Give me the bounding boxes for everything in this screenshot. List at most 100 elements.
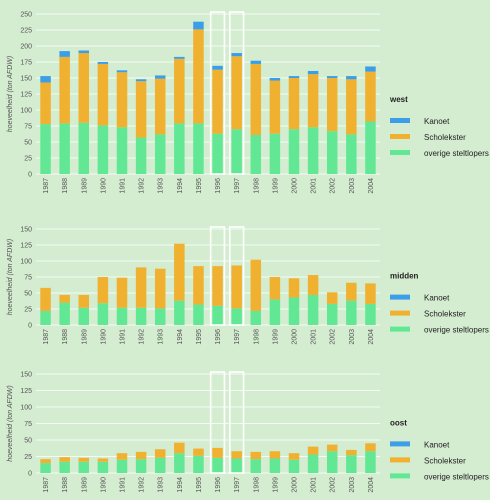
bar-overige-1996 <box>212 457 223 473</box>
y-tick-label: 75 <box>24 275 32 282</box>
highlight-box-1996 <box>209 226 226 326</box>
legend-label-kanoet: Kanoet <box>424 294 450 303</box>
y-tick-label: 25 <box>24 156 32 163</box>
bar-scholekster-1993 <box>154 268 166 309</box>
legend-swatch-scholekster <box>390 457 410 463</box>
bar-scholekster-1994 <box>174 442 185 454</box>
bar-scholekster-1990 <box>97 277 109 304</box>
legend-swatch-kanoet <box>390 118 410 123</box>
bar-scholekster-2004 <box>365 443 376 452</box>
bar-overige-1993 <box>154 457 166 473</box>
bar-scholekster-1991 <box>116 72 128 128</box>
bar-scholekster-2002 <box>326 444 338 452</box>
y-tick-label: 200 <box>20 44 32 51</box>
x-tick-label: 1998 <box>253 329 260 345</box>
x-tick-label: 1994 <box>177 477 184 493</box>
x-tick-label: 2003 <box>349 477 356 493</box>
bar-kanoet-1993 <box>154 75 166 79</box>
bar-kanoet-1996 <box>212 65 223 70</box>
x-tick-label: 1989 <box>81 178 88 194</box>
bar-overige-1998 <box>250 310 262 325</box>
x-tick-label: 2003 <box>349 178 356 194</box>
bar-overige-1993 <box>154 308 166 325</box>
y-tick-label: 25 <box>24 454 32 461</box>
x-tick-label: 2004 <box>368 477 375 493</box>
y-tick-label: 125 <box>20 243 32 250</box>
bar-scholekster-1999 <box>269 277 281 300</box>
bar-scholekster-1999 <box>269 80 281 134</box>
y-tick-label: 0 <box>28 471 32 478</box>
y-axis-label: hoeveelheid (ton AFDW) <box>7 385 14 461</box>
x-tick-label: 1993 <box>158 178 165 194</box>
y-axis-label: hoeveelheid (ton AFDW) <box>7 239 14 315</box>
bar-overige-1992 <box>135 307 147 325</box>
bar-overige-1995 <box>193 123 204 174</box>
bar-overige-2000 <box>288 459 300 473</box>
x-tick-label: 2002 <box>330 477 337 493</box>
legend-label-scholekster: Scholekster <box>424 456 466 465</box>
bar-scholekster-1989 <box>78 53 90 123</box>
x-tick-label: 1991 <box>120 329 127 345</box>
bar-overige-2001 <box>307 454 319 473</box>
bar-scholekster-1994 <box>174 58 185 124</box>
bar-scholekster-2004 <box>365 283 376 304</box>
bar-kanoet-1999 <box>269 78 281 81</box>
bar-kanoet-1997 <box>231 53 242 57</box>
x-tick-label: 1989 <box>81 477 88 493</box>
bar-scholekster-1995 <box>193 29 204 124</box>
y-tick-label: 150 <box>20 76 32 83</box>
legend-swatch-overige <box>390 326 410 332</box>
x-tick-label: 2002 <box>330 178 337 194</box>
x-tick-label: 1994 <box>177 329 184 345</box>
bar-overige-1989 <box>78 307 90 325</box>
bar-scholekster-1990 <box>97 63 109 126</box>
x-tick-label: 1988 <box>62 329 69 345</box>
bar-overige-2004 <box>365 121 376 174</box>
bar-overige-1988 <box>59 302 70 325</box>
bar-overige-1994 <box>174 453 185 473</box>
bar-scholekster-1992 <box>135 81 147 138</box>
bar-scholekster-2002 <box>326 292 338 304</box>
legend-label-overige: overige steltlopers <box>424 472 489 481</box>
bar-scholekster-1997 <box>231 56 242 130</box>
bar-overige-1995 <box>193 455 204 473</box>
chart-panel-west: 0 25 50 75 100 125 150 175 200 225 250 hoeveelheid … <box>7 11 489 194</box>
x-tick-label: 2001 <box>311 329 318 345</box>
y-tick-label: 75 <box>24 124 32 131</box>
bar-overige-1991 <box>116 459 128 473</box>
legend-swatch-kanoet <box>390 441 410 447</box>
x-tick-label: 1995 <box>196 477 203 493</box>
legend-label-kanoet: Kanoet <box>424 440 450 449</box>
bar-overige-2000 <box>288 297 300 325</box>
x-tick-label: 2000 <box>292 477 299 493</box>
legend-swatch-scholekster <box>390 310 410 316</box>
bar-kanoet-2000 <box>288 76 300 78</box>
x-tick-label: 1996 <box>215 178 222 194</box>
bar-scholekster-1998 <box>250 259 262 311</box>
x-tick-label: 1993 <box>158 477 165 493</box>
x-tick-label: 1993 <box>158 329 165 345</box>
x-tick-label: 1999 <box>272 329 279 345</box>
x-tick-label: 2000 <box>292 329 299 345</box>
bar-overige-1987 <box>40 463 51 473</box>
bar-overige-1988 <box>59 461 70 473</box>
legend-swatch-overige <box>390 150 410 155</box>
bar-scholekster-2001 <box>307 74 319 128</box>
chart-panel-oost: 0 25 50 75 100 125 150 hoeveelheid (ton AFDW) 19… <box>7 371 489 493</box>
highlight-box-1996 <box>209 371 226 474</box>
bar-scholekster-1993 <box>154 449 166 458</box>
y-tick-label: 100 <box>20 259 32 266</box>
y-tick-label: 75 <box>24 421 32 428</box>
x-tick-label: 1991 <box>120 477 127 493</box>
highlight-box-1997 <box>228 371 245 474</box>
bar-overige-1997 <box>231 129 242 174</box>
bar-scholekster-1996 <box>212 69 223 134</box>
bar-overige-2004 <box>365 303 376 325</box>
bar-overige-2002 <box>326 131 338 174</box>
bar-scholekster-1989 <box>78 457 90 462</box>
bar-overige-1989 <box>78 461 90 473</box>
x-tick-label: 2001 <box>311 477 318 493</box>
bar-overige-1992 <box>135 459 147 473</box>
bar-scholekster-1999 <box>269 451 281 459</box>
